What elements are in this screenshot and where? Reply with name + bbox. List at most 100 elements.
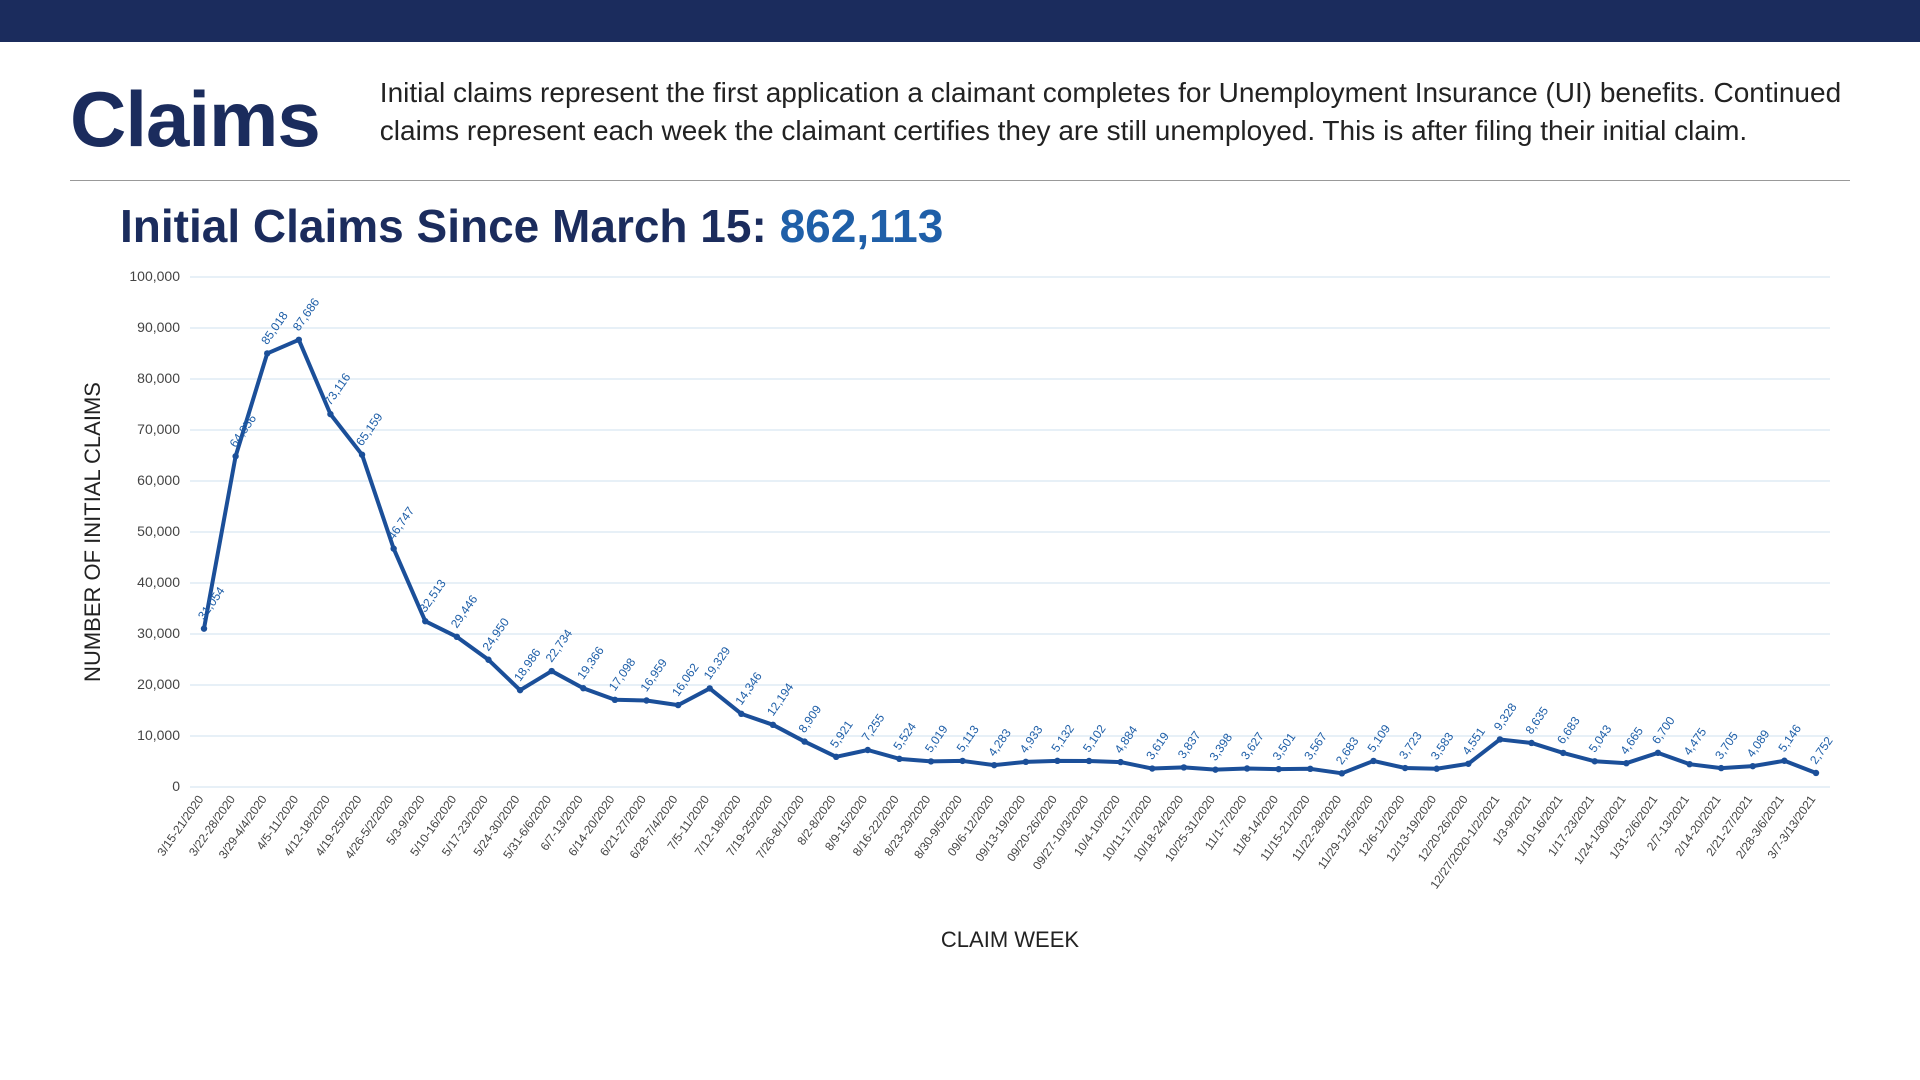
point-label: 3,567 [1301, 730, 1330, 763]
data-point [738, 711, 744, 717]
data-point [1402, 765, 1408, 771]
data-point [327, 411, 333, 417]
point-label: 31,054 [195, 584, 228, 622]
point-label: 2,752 [1807, 734, 1836, 767]
point-label: 5,921 [827, 718, 856, 751]
data-point [1275, 766, 1281, 772]
data-point [1054, 758, 1060, 764]
data-point [422, 618, 428, 624]
y-tick-label: 90,000 [137, 319, 180, 335]
data-point [1149, 765, 1155, 771]
point-label: 64,856 [227, 412, 260, 450]
point-label: 4,475 [1681, 725, 1710, 758]
data-point [1750, 763, 1756, 769]
data-point [1813, 770, 1819, 776]
page-description: Initial claims represent the first appli… [380, 70, 1850, 150]
data-point [1781, 758, 1787, 764]
y-tick-label: 40,000 [137, 574, 180, 590]
data-point [232, 453, 238, 459]
chart-svg: 010,00020,00030,00040,00050,00060,00070,… [60, 257, 1850, 977]
data-point [1023, 759, 1029, 765]
data-point [1244, 765, 1250, 771]
point-label: 5,113 [954, 722, 982, 754]
header-block: Claims Initial claims represent the firs… [0, 42, 1920, 168]
point-label: 4,933 [1017, 723, 1046, 756]
data-point [1592, 758, 1598, 764]
data-point [1117, 759, 1123, 765]
point-label: 2,683 [1333, 734, 1362, 767]
point-label: 5,132 [1048, 722, 1077, 755]
data-point [264, 350, 270, 356]
data-point [1086, 758, 1092, 764]
data-point [1307, 766, 1313, 772]
point-label: 3,837 [1175, 728, 1204, 761]
point-label: 73,116 [321, 370, 353, 408]
point-label: 29,446 [448, 592, 481, 630]
subtitle-label: Initial Claims Since March 15: [120, 200, 780, 252]
point-label: 4,665 [1617, 724, 1646, 757]
point-label: 5,109 [1364, 722, 1393, 755]
chart-gridlines [190, 277, 1830, 787]
data-point [675, 702, 681, 708]
data-point [580, 685, 586, 691]
point-label: 4,884 [1112, 723, 1141, 756]
y-tick-label: 0 [172, 778, 180, 794]
point-label: 6,683 [1554, 714, 1583, 747]
y-tick-label: 50,000 [137, 523, 180, 539]
data-point [548, 668, 554, 674]
point-label: 19,366 [574, 644, 607, 682]
data-point [454, 634, 460, 640]
point-label: 3,398 [1206, 730, 1235, 763]
data-point [1434, 766, 1440, 772]
data-point [1181, 764, 1187, 770]
page-title: Claims [70, 80, 320, 158]
data-point [612, 697, 618, 703]
data-point [359, 451, 365, 457]
data-point [390, 545, 396, 551]
point-label: 12,194 [764, 680, 797, 718]
point-label: 17,098 [606, 655, 639, 693]
point-label: 5,043 [1586, 722, 1615, 755]
point-label: 4,089 [1744, 727, 1773, 760]
y-tick-label: 20,000 [137, 676, 180, 692]
point-label: 8,909 [796, 702, 825, 735]
point-label: 14,346 [732, 669, 765, 707]
data-point [833, 754, 839, 760]
point-label: 9,328 [1491, 700, 1520, 733]
y-tick-label: 30,000 [137, 625, 180, 641]
point-label: 19,329 [701, 644, 734, 682]
data-point [1212, 766, 1218, 772]
data-point [959, 758, 965, 764]
point-label: 3,705 [1712, 729, 1741, 762]
point-label: 16,959 [637, 656, 670, 694]
data-point [1686, 761, 1692, 767]
point-label: 22,734 [543, 626, 576, 664]
point-label: 8,635 [1523, 704, 1552, 737]
data-point [1497, 736, 1503, 742]
data-point [1465, 761, 1471, 767]
top-accent-bar [0, 0, 1920, 42]
data-point [1560, 750, 1566, 756]
point-label: 5,019 [922, 722, 951, 755]
data-point [1655, 750, 1661, 756]
data-point [1528, 740, 1534, 746]
data-point [1370, 758, 1376, 764]
point-label: 5,146 [1775, 722, 1804, 755]
data-point [201, 625, 207, 631]
x-tick-labels: 3/15-21/20203/22-28/20203/29-4/4/20204/5… [154, 792, 1818, 891]
data-point [896, 756, 902, 762]
point-label: 3,627 [1238, 729, 1267, 762]
point-label: 6,700 [1649, 714, 1678, 747]
series-line [204, 340, 1816, 774]
point-label: 3,501 [1270, 730, 1299, 763]
y-tick-label: 80,000 [137, 370, 180, 386]
data-point [1623, 760, 1629, 766]
point-label: 32,513 [416, 577, 449, 615]
data-point [517, 687, 523, 693]
data-point [1718, 765, 1724, 771]
data-point [770, 722, 776, 728]
data-point [1339, 770, 1345, 776]
point-label: 65,159 [353, 410, 386, 448]
data-point [485, 657, 491, 663]
point-label: 3,619 [1143, 729, 1172, 762]
